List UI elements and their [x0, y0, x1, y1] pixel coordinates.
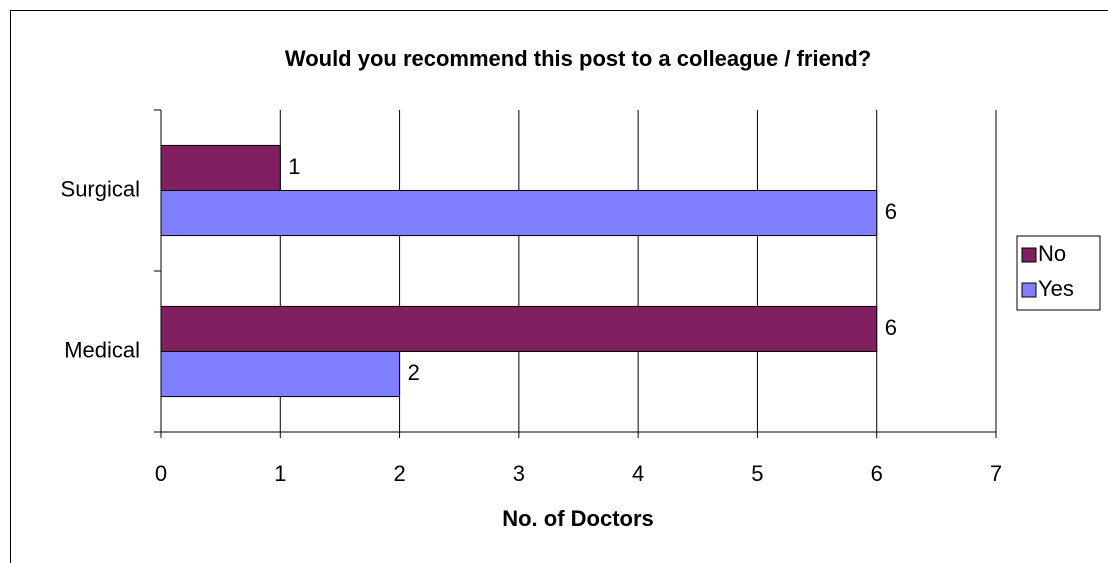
x-tick-label: 5 — [751, 461, 763, 486]
bar — [160, 351, 401, 398]
y-tick-label: Surgical — [61, 176, 140, 201]
chart-frame — [10, 10, 1108, 563]
legend-label: No — [1038, 241, 1066, 266]
bar — [160, 190, 878, 237]
x-tick-label: 1 — [274, 461, 286, 486]
data-label: 1 — [288, 154, 300, 179]
x-tick-label: 3 — [513, 461, 525, 486]
legend-label: Yes — [1038, 276, 1074, 301]
x-tick-label: 0 — [155, 461, 167, 486]
legend-swatch — [1021, 282, 1037, 298]
legend-swatch — [1021, 247, 1037, 263]
bar — [160, 144, 281, 191]
x-tick-label: 7 — [990, 461, 1002, 486]
x-tick-label: 2 — [393, 461, 405, 486]
bar — [160, 305, 878, 353]
x-axis-label: No. of Doctors — [502, 506, 654, 531]
data-label: 6 — [885, 199, 897, 224]
x-tick-label: 4 — [632, 461, 644, 486]
data-label: 6 — [885, 315, 897, 340]
data-label: 2 — [408, 360, 420, 385]
y-tick-label: Medical — [64, 337, 140, 362]
x-tick-label: 6 — [871, 461, 883, 486]
chart-title: Would you recommend this post to a colle… — [285, 46, 871, 71]
